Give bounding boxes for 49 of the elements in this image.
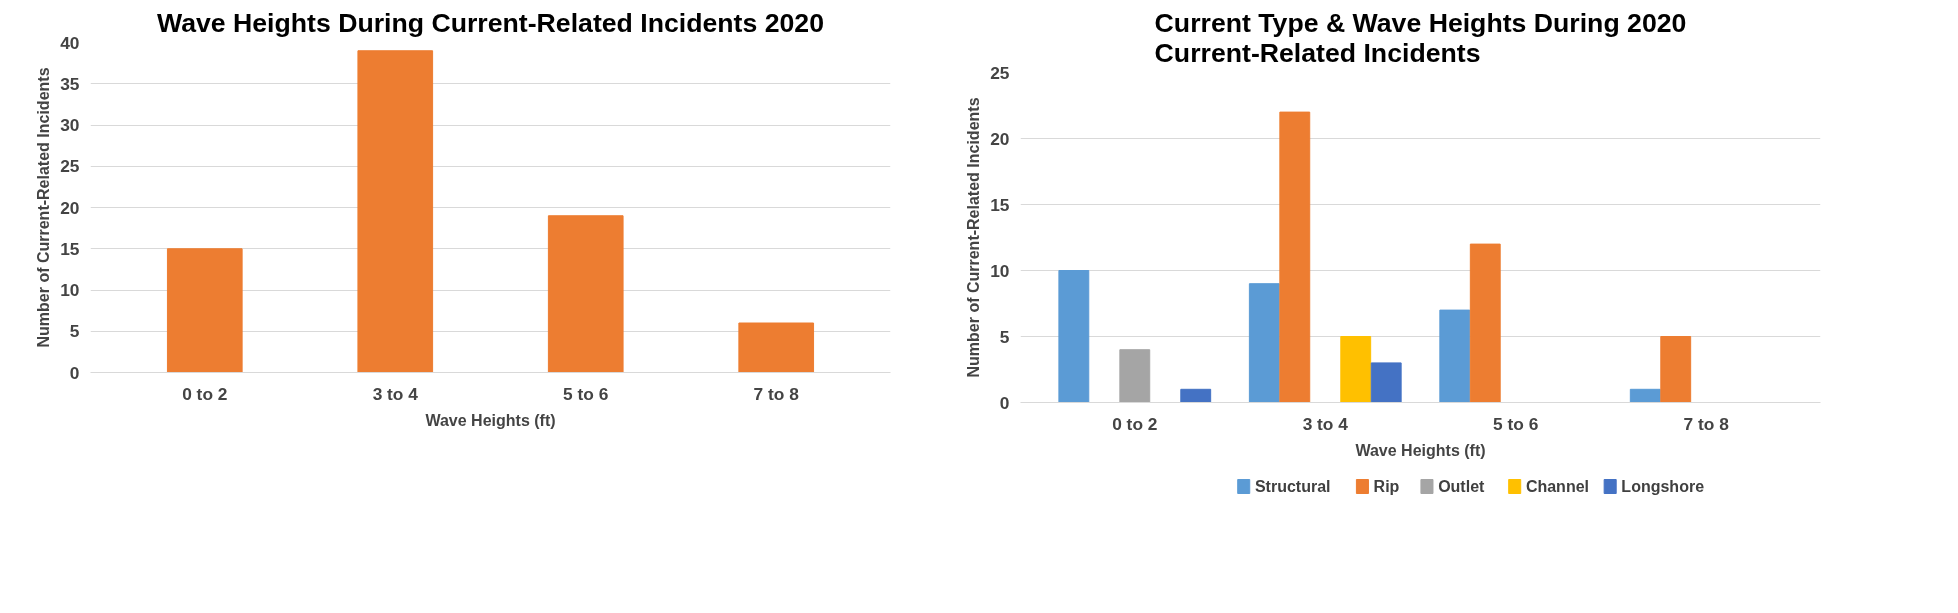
bar	[1660, 336, 1692, 403]
y-axis-title: Number of Current-Related Incidents	[35, 67, 53, 348]
x-tick-label: 3 to 4	[372, 383, 419, 404]
bar	[1340, 336, 1372, 403]
legend-label: Longshore	[1621, 478, 1705, 495]
y-tick-label: 0	[999, 392, 1010, 413]
y-tick-label: 35	[60, 73, 80, 94]
x-axis-title: Wave Heights (ft)	[425, 411, 556, 429]
x-tick-label: 5 to 6	[563, 383, 609, 404]
x-tick-label: 5 to 6	[1493, 413, 1539, 434]
bar	[1248, 283, 1280, 403]
y-tick-label: 40	[60, 32, 80, 53]
bar	[1469, 243, 1501, 403]
bar	[357, 50, 434, 373]
bar	[1439, 309, 1471, 403]
y-tick-label: 0	[69, 362, 80, 383]
legend-label: Rip	[1373, 478, 1400, 495]
x-tick-label: 3 to 4	[1302, 413, 1349, 434]
x-axis-title: Wave Heights (ft)	[1355, 441, 1486, 459]
y-tick-label: 15	[60, 238, 80, 259]
legend-label: Channel	[1525, 478, 1589, 495]
y-tick-label: 15	[990, 194, 1010, 215]
y-tick-label: 25	[60, 156, 80, 177]
chart-title: Current Type & Wave Heights During 2020 Current-Related Incidents	[1154, 7, 1687, 68]
bar	[1279, 111, 1311, 403]
bar	[1180, 388, 1212, 403]
y-tick-label: 10	[60, 280, 80, 300]
bar	[1119, 349, 1151, 403]
bar	[1629, 388, 1661, 403]
legend-label: Outlet	[1438, 478, 1486, 495]
x-tick-label: 7 to 8	[753, 383, 800, 404]
bar	[1058, 270, 1090, 403]
y-tick-label: 20	[60, 197, 80, 218]
x-tick-label: 0 to 2	[182, 383, 228, 404]
y-tick-label: 30	[60, 115, 80, 135]
y-tick-label: 5	[69, 321, 80, 342]
legend-label: Structural	[1254, 478, 1331, 495]
y-tick-label: 20	[990, 128, 1010, 149]
y-tick-label: 5	[999, 326, 1010, 347]
bar	[166, 248, 243, 373]
y-axis-title: Number of Current-Related Incidents	[965, 97, 983, 378]
x-tick-label: 7 to 8	[1683, 413, 1730, 434]
y-tick-label: 10	[990, 260, 1010, 281]
y-tick-label: 25	[990, 62, 1010, 83]
chart-title: Wave Heights During Current-Related Incidents 2020	[156, 7, 825, 38]
bar	[547, 215, 624, 373]
bar	[1370, 362, 1402, 403]
bar	[738, 322, 815, 373]
x-tick-label: 0 to 2	[1112, 413, 1158, 434]
